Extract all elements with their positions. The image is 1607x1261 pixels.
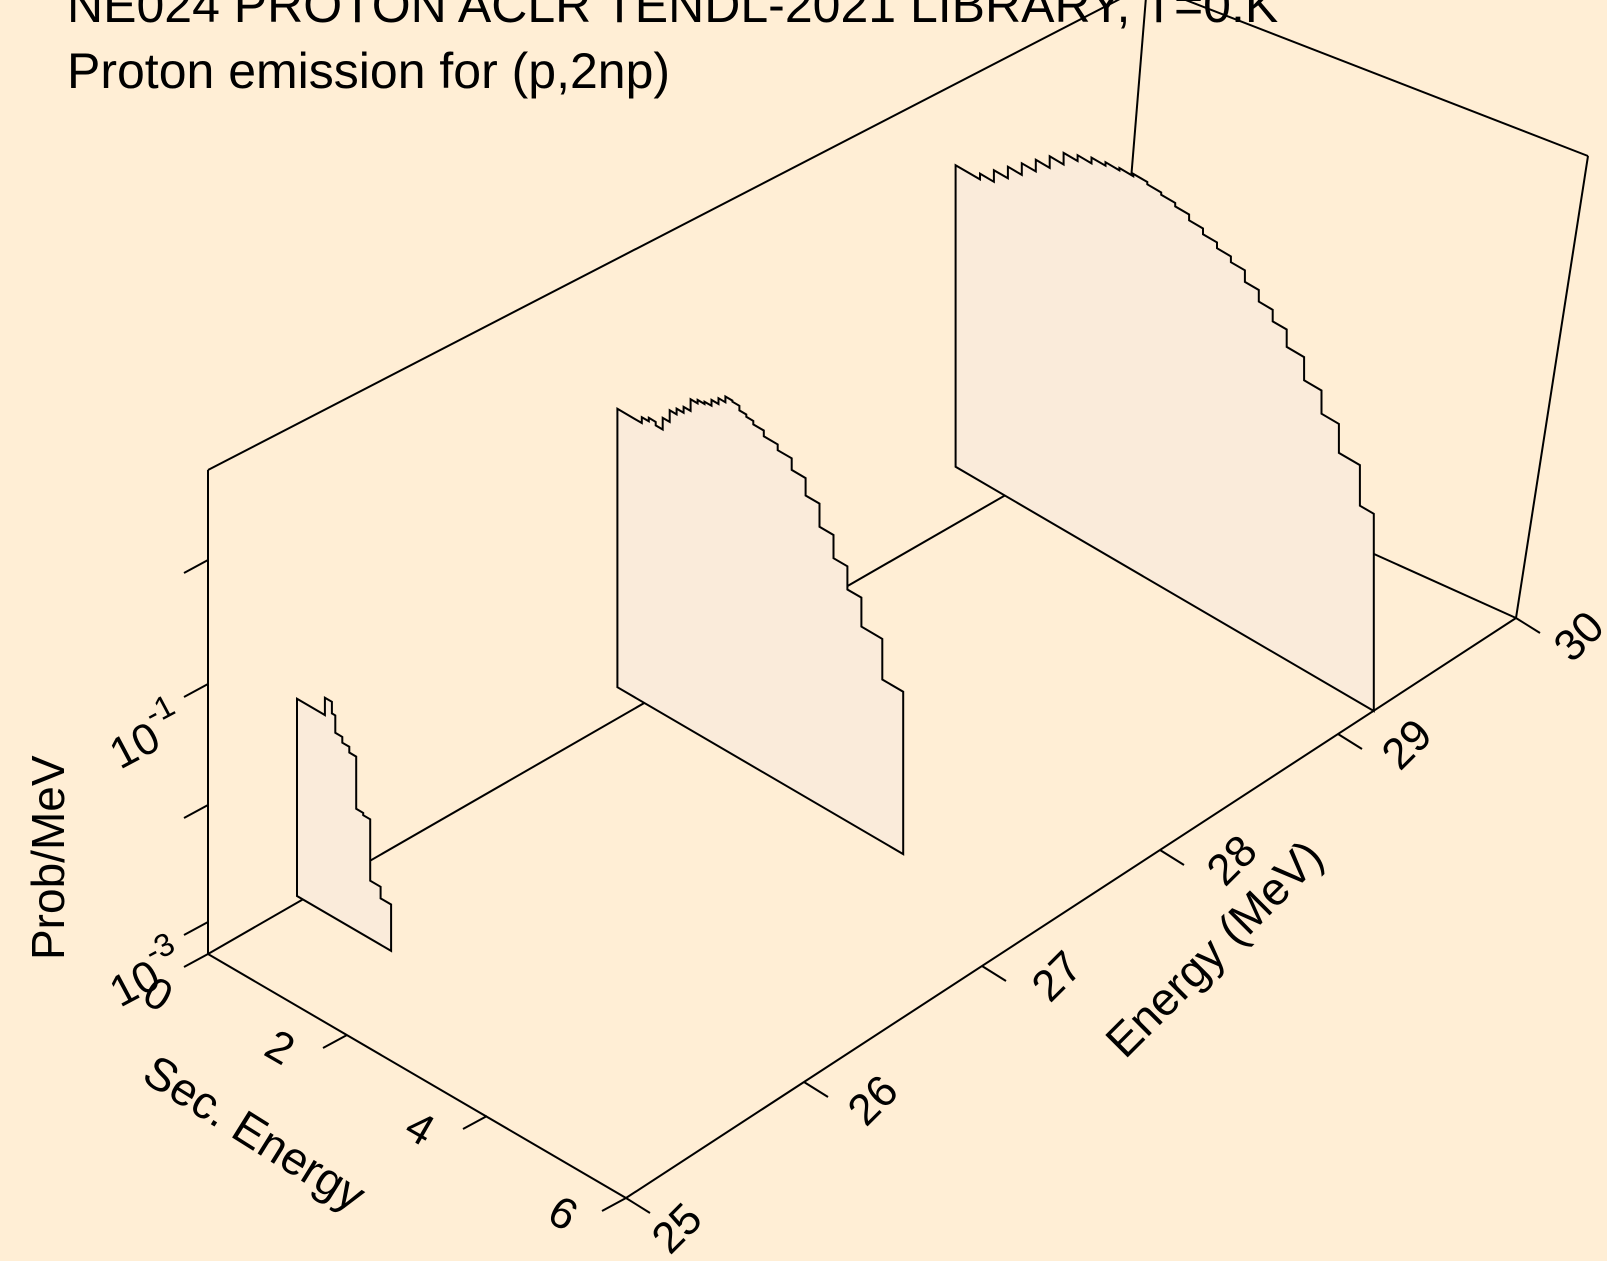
z-tick [183,921,209,936]
svg-text:10-1: 10-1 [95,687,193,779]
sec-energy-axis-ticks [183,953,627,1212]
y-tick [601,1197,627,1212]
right-vertical-edge [1515,155,1589,619]
right-top-edge [1182,0,1589,157]
energy-axis-line [625,617,1517,1199]
x-tick-label: 30 [1544,602,1607,671]
z-tick [183,559,209,574]
z-axis-label: Prob/MeV [22,755,74,960]
sec-energy-axis-line [207,953,627,1199]
x-tick [981,965,1007,982]
y-tick [462,1115,488,1130]
x-tick [1515,617,1541,634]
x-tick-label: 29 [1372,710,1441,779]
y-tick [322,1034,348,1049]
z-tick-label-high: 10-1 [95,687,193,779]
z-tick [183,804,209,819]
chart-title-line1: NE024 PROTON ACLR TENDL-2021 LIBRARY, T=… [67,0,1278,33]
z-axis-ticks [183,559,209,936]
x-tick [1337,733,1363,750]
y-axis-label: Sec. Energy [135,1044,375,1221]
spectra [296,151,1375,953]
x-tick-label: 26 [838,1066,907,1135]
x-tick-label: 25 [642,1194,711,1261]
y-tick [183,953,209,968]
spectrum-series [616,394,905,856]
x-tick-label: 27 [1022,942,1091,1011]
z-tick [183,683,209,698]
x-tick [803,1081,829,1098]
x-tick [1159,849,1185,866]
axes-frame [207,0,1589,1199]
spectrum-series [296,695,393,953]
energy-axis-ticks [625,617,1541,1214]
back-top-edge [207,0,1121,471]
y-tick-label: 4 [397,1101,443,1156]
y-tick-label: 6 [540,1186,586,1241]
chart-title-line2: Proton emission for (p,2np) [67,43,670,99]
spectrum-series [954,151,1375,713]
x-tick [625,1197,651,1214]
y-tick-label: 2 [257,1020,303,1075]
